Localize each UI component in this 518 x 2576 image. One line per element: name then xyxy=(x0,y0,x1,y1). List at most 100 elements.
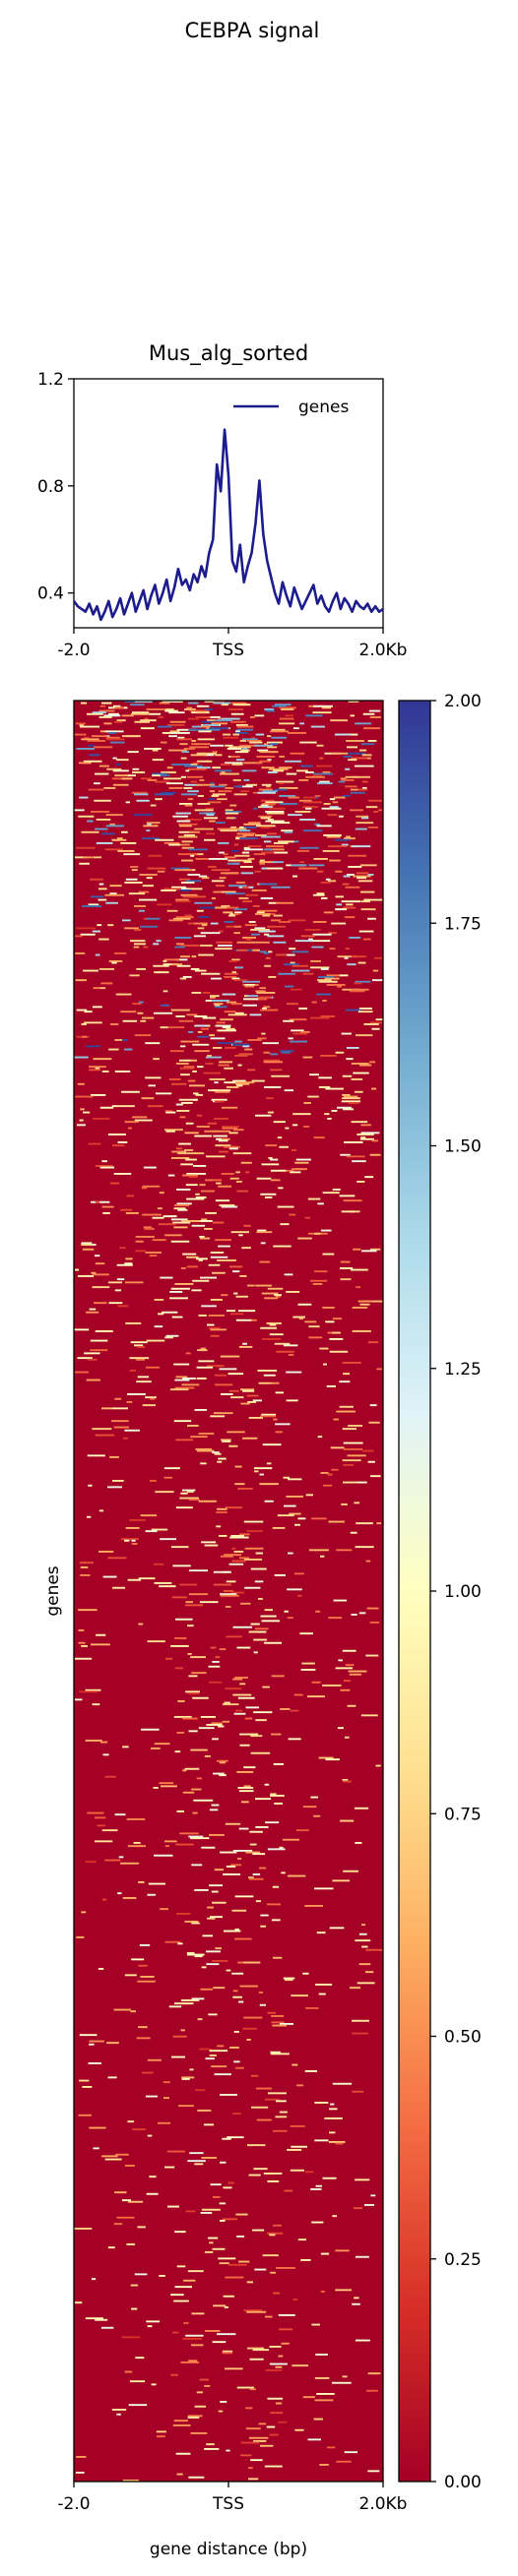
heatmap-cell xyxy=(174,937,192,939)
heatmap-cell xyxy=(279,706,290,709)
heatmap-cell xyxy=(268,767,289,770)
heatmap-cell xyxy=(181,1220,201,1222)
heatmap-cell xyxy=(174,1379,190,1381)
heatmap-cell xyxy=(311,946,324,949)
heatmap-cell xyxy=(262,1042,279,1045)
heatmap-cell xyxy=(219,1761,226,1764)
heatmap-cell xyxy=(205,1063,214,1065)
heatmap-cell xyxy=(272,705,287,707)
heatmap-cell xyxy=(190,1436,208,1439)
heatmap-cell xyxy=(153,943,160,946)
heatmap-cell xyxy=(249,2388,256,2391)
heatmap-cell xyxy=(234,1465,242,1468)
heatmap-cell xyxy=(227,1013,247,1016)
heatmap-cell xyxy=(95,2318,108,2321)
heatmap-cell xyxy=(265,811,285,813)
heatmap-cell xyxy=(255,834,267,836)
heatmap-cell xyxy=(225,811,242,813)
heatmap-cell xyxy=(331,1110,338,1112)
heatmap-cell xyxy=(146,877,153,880)
heatmap-cell xyxy=(246,2039,251,2041)
heatmap-cell xyxy=(255,1826,269,1828)
heatmap-cell xyxy=(221,1294,228,1297)
heatmap-cell xyxy=(232,1270,240,1273)
heatmap-cell xyxy=(266,709,275,712)
heatmap-cell xyxy=(187,767,207,770)
heatmap-cell xyxy=(105,901,118,904)
heatmap-cell xyxy=(305,771,314,773)
heatmap-cell xyxy=(215,1656,221,1659)
heatmap-cell xyxy=(260,897,274,899)
heatmap-cell xyxy=(190,1837,210,1840)
heatmap-cell xyxy=(253,2440,267,2442)
heatmap-cell xyxy=(147,779,158,781)
heatmap-cell xyxy=(362,1449,374,1452)
heatmap-cell xyxy=(179,889,191,891)
heatmap-cell xyxy=(124,927,139,930)
heatmap-cell xyxy=(89,1069,100,1072)
heatmap-cell xyxy=(122,1897,137,1899)
heatmap-cell xyxy=(210,995,220,998)
heatmap-cell xyxy=(116,2216,135,2219)
heatmap-cell xyxy=(331,1468,339,1471)
heatmap-cell xyxy=(210,996,216,999)
heatmap-cell xyxy=(253,1638,268,1641)
heatmap-cell xyxy=(271,2021,285,2024)
heatmap-cell xyxy=(179,1497,199,1500)
heatmap-cell xyxy=(85,2317,103,2320)
heatmap-cell xyxy=(79,1119,84,1122)
heatmap-cell xyxy=(294,940,313,943)
heatmap-cell xyxy=(271,1074,290,1077)
heatmap-cell xyxy=(153,964,169,967)
heatmap-cell xyxy=(186,775,203,778)
heatmap-cell xyxy=(343,756,353,758)
heatmap-cell xyxy=(207,1122,218,1125)
heatmap-cell xyxy=(193,1165,207,1167)
heatmap-cell xyxy=(114,1289,122,1292)
heatmap-cell xyxy=(112,1586,126,1589)
heatmap-cell xyxy=(260,1193,277,1196)
heatmap-cell xyxy=(119,1247,126,1250)
heatmap-cell xyxy=(220,2161,227,2164)
heatmap-cell xyxy=(204,812,216,815)
heatmap-cell xyxy=(273,2292,281,2295)
heatmap-cell xyxy=(250,1751,271,1754)
heatmap-cell xyxy=(134,1344,144,1347)
heatmap-cell xyxy=(199,1237,211,1240)
heatmap-cell xyxy=(358,1008,372,1010)
heatmap-cell xyxy=(242,748,248,750)
heatmap-cell xyxy=(163,888,181,890)
heatmap-cell xyxy=(242,980,260,983)
heatmap-cell xyxy=(152,1216,164,1219)
heatmap-cell xyxy=(273,1245,291,1248)
heatmap-cell xyxy=(287,2149,302,2151)
heatmap-cell xyxy=(316,870,324,873)
heatmap-cell xyxy=(112,769,129,772)
heatmap-cell xyxy=(314,823,321,826)
heatmap-cell xyxy=(213,2304,227,2307)
heatmap-cell xyxy=(138,1001,144,1004)
heatmap-cell xyxy=(178,835,198,838)
heatmap-cell xyxy=(268,976,277,978)
heatmap-cell xyxy=(151,1748,161,1749)
heatmap-cell xyxy=(322,1484,333,1487)
heatmap-cell xyxy=(209,2241,214,2244)
heatmap-cell xyxy=(278,2355,284,2358)
heatmap-cell xyxy=(304,929,321,931)
heatmap-cell xyxy=(222,2352,232,2355)
heatmap-cell xyxy=(205,1212,217,1214)
heatmap-cell xyxy=(140,1019,147,1022)
heatmap-cell xyxy=(188,2476,205,2479)
heatmap-cell xyxy=(138,1964,148,1967)
heatmap-cell xyxy=(214,1452,222,1455)
heatmap-cell xyxy=(247,1401,257,1403)
heatmap-cell xyxy=(263,1006,271,1009)
heatmap-cell xyxy=(166,909,178,912)
heatmap-cell xyxy=(316,744,324,747)
heatmap-cell xyxy=(227,862,240,865)
heatmap-cell xyxy=(250,1567,267,1570)
heatmap-cell xyxy=(95,1067,100,1070)
heatmap-cell xyxy=(124,1281,144,1284)
heatmap-cell xyxy=(217,1042,235,1045)
heatmap-cell xyxy=(92,930,100,933)
